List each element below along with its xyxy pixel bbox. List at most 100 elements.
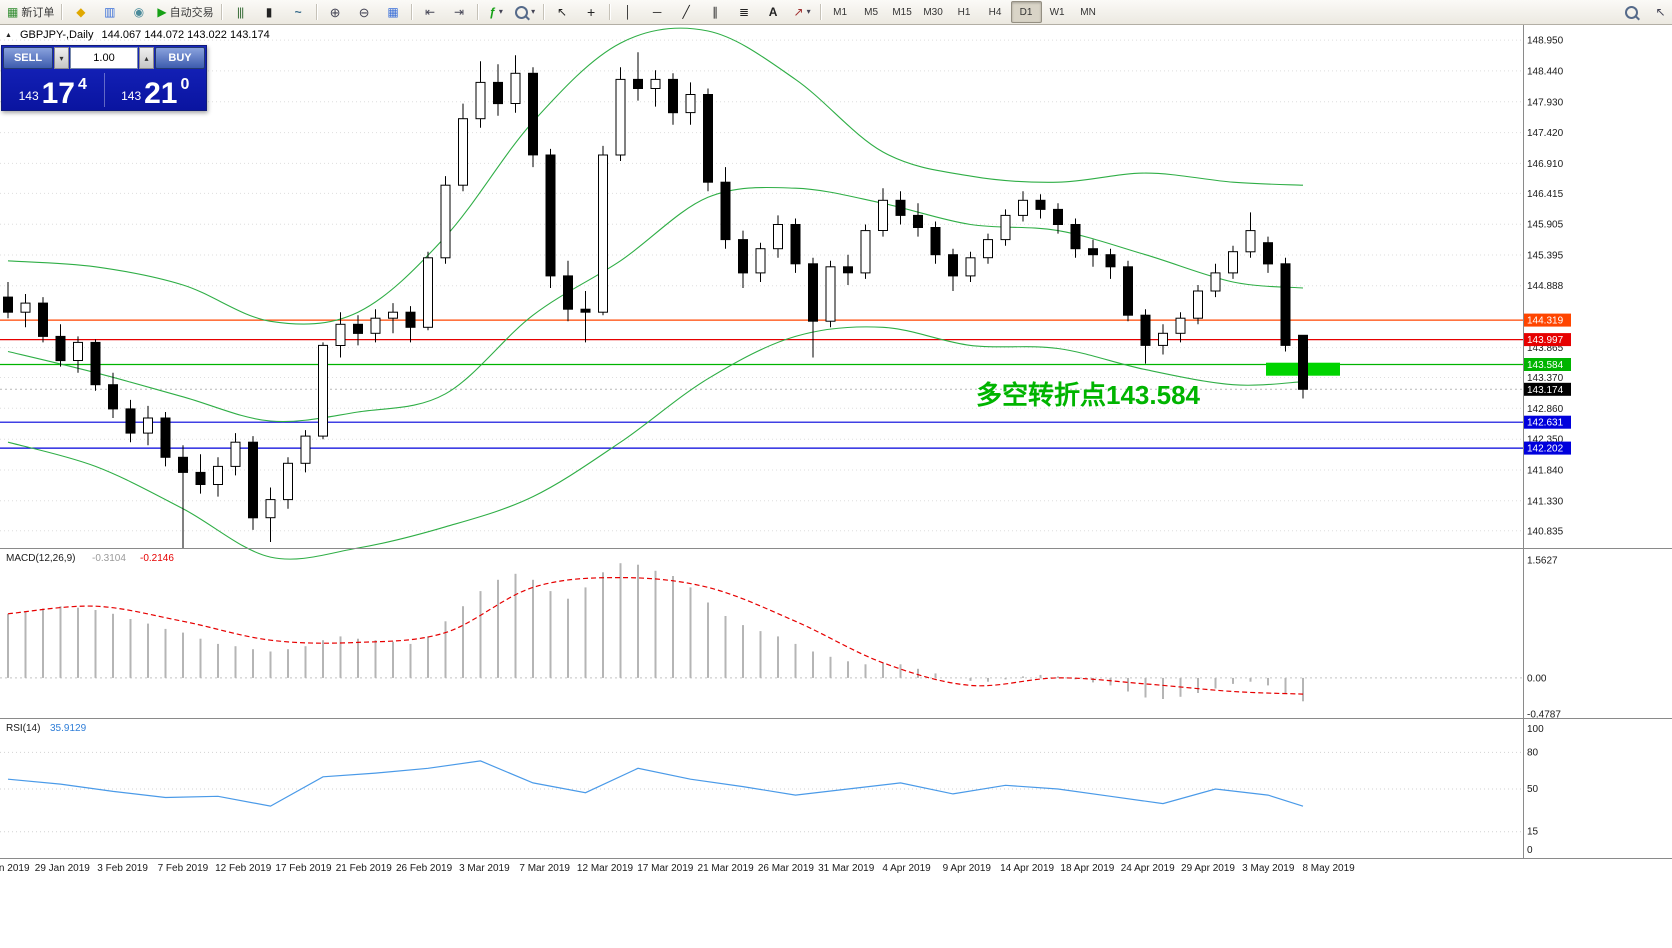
toolbar-separator	[542, 4, 545, 20]
trade-panel-prices: 143 17 4 143 21 0	[2, 70, 206, 110]
new-order-label: 新订单	[21, 7, 55, 19]
svg-text:147.420: 147.420	[1527, 128, 1564, 139]
timeframe-button-m30[interactable]: M30	[923, 6, 943, 18]
svg-text:147.930: 147.930	[1527, 97, 1564, 108]
toolbar: ▦ 新订单 ◆ ▥ ◉ ▶ 自动交易 ||| ▮ ~ ⊕ ⊖ ▦ ⇤ ⇥ ƒ ▾…	[0, 0, 1672, 25]
svg-text:14 Apr 2019: 14 Apr 2019	[1000, 863, 1054, 874]
tile-windows-icon: ▦	[387, 5, 399, 19]
channel-button[interactable]: ∥	[701, 1, 730, 23]
toolbar-separator	[476, 4, 479, 20]
svg-text:24 Apr 2019: 24 Apr 2019	[1121, 863, 1175, 874]
svg-text:100: 100	[1527, 724, 1544, 735]
line-chart-button[interactable]: ~	[284, 1, 313, 23]
data-window-button[interactable]: ◉	[124, 1, 153, 23]
timeframe-button-m5[interactable]: M5	[864, 6, 879, 18]
svg-text:8 May 2019: 8 May 2019	[1302, 863, 1355, 874]
candlestick-icon: ▮	[265, 5, 273, 19]
rsi-label: RSI(14)	[6, 723, 40, 734]
svg-text:3 May 2019: 3 May 2019	[1242, 863, 1295, 874]
svg-text:26 Feb 2019: 26 Feb 2019	[396, 863, 453, 874]
periods-dropdown-button[interactable]: ▾	[511, 1, 540, 23]
macd-value-2: -0.2146	[140, 553, 174, 564]
zoom-out-button[interactable]: ⊖	[350, 1, 379, 23]
svg-text:142.350: 142.350	[1527, 435, 1564, 446]
svg-text:21 Feb 2019: 21 Feb 2019	[336, 863, 393, 874]
buy-price[interactable]: 143 21 0	[105, 70, 207, 110]
volume-increase-button[interactable]: ▴	[139, 47, 154, 69]
svg-text:141.840: 141.840	[1527, 466, 1564, 477]
pointer-button[interactable]: ↖	[1646, 1, 1672, 23]
bollinger-lower-band[interactable]	[7, 326, 1304, 560]
svg-text:1.5627: 1.5627	[1527, 556, 1558, 567]
zoom-in-button[interactable]: ⊕	[321, 1, 350, 23]
buy-button[interactable]: BUY	[155, 47, 205, 69]
autotrading-button[interactable]: ▶ 自动交易	[153, 1, 217, 23]
price-tag-143.174	[1524, 382, 1571, 396]
sell-button[interactable]: SELL	[3, 47, 53, 69]
volume-input[interactable]: 1.00	[70, 47, 138, 69]
price-tag-142.631	[1524, 415, 1571, 429]
timeframe-button-w1[interactable]: W1	[1049, 6, 1065, 18]
timeframe-button-h1[interactable]: H1	[957, 6, 971, 18]
bar-chart-button[interactable]: |||	[226, 1, 255, 23]
indicators-button[interactable]: ƒ ▾	[482, 1, 511, 23]
cursor-button[interactable]: ↖	[548, 1, 577, 23]
chart-ohlc: 144.067 144.072 143.022 143.174	[101, 29, 270, 41]
timeframe-button-m15[interactable]: M15	[892, 6, 912, 18]
toolbar-separator	[608, 4, 611, 20]
bollinger-middle-band[interactable]	[7, 186, 1304, 423]
periods-icon	[515, 5, 529, 19]
svg-text:9 Apr 2019: 9 Apr 2019	[943, 863, 992, 874]
svg-text:142.860: 142.860	[1527, 404, 1564, 415]
sell-price[interactable]: 143 17 4	[2, 70, 104, 110]
timeframe-button-h4[interactable]: H4	[988, 6, 1002, 18]
search-button[interactable]	[1617, 1, 1646, 23]
turning-point-annotation[interactable]: 多空转折点143.584	[976, 380, 1201, 410]
bollinger-upper-band[interactable]	[7, 27, 1304, 325]
new-order-button[interactable]: ▦ 新订单	[3, 1, 58, 23]
metaeditor-button[interactable]: ◆	[66, 1, 95, 23]
trendline-button[interactable]: ╱	[672, 1, 701, 23]
svg-text:148.440: 148.440	[1527, 66, 1564, 77]
arrows-tool-button[interactable]: ↗ ▾	[788, 1, 817, 23]
crosshair-button[interactable]: +	[577, 1, 606, 23]
svg-text:143.174: 143.174	[1527, 385, 1564, 396]
svg-text:143.584: 143.584	[1527, 360, 1564, 371]
timeframe-button-m1[interactable]: M1	[833, 6, 848, 18]
svg-text:12 Mar 2019: 12 Mar 2019	[577, 863, 634, 874]
price-divider	[103, 73, 105, 107]
chart-shift-button[interactable]: ⇥	[445, 1, 474, 23]
price-axis[interactable]: 148.950 148.440 147.930 147.420 146.910 146.4…	[1523, 24, 1572, 858]
svg-text:15: 15	[1527, 827, 1539, 838]
text-tool-button[interactable]: A	[759, 1, 788, 23]
svg-text:29 Jan 2019: 29 Jan 2019	[35, 863, 90, 874]
chart-shift-icon: ⇥	[454, 5, 465, 19]
price-tag-144.319	[1524, 313, 1571, 327]
horizontal-line-button[interactable]: ─	[643, 1, 672, 23]
horizontal-level-lines[interactable]	[0, 319, 1523, 449]
toolbar-separator	[819, 4, 822, 20]
tile-windows-button[interactable]: ▦	[379, 1, 408, 23]
volume-decrease-button[interactable]: ▾	[54, 47, 69, 69]
market-watch-button[interactable]: ▥	[95, 1, 124, 23]
timeframe-button-d1[interactable]: D1	[1010, 1, 1042, 23]
auto-scroll-button[interactable]: ⇤	[416, 1, 445, 23]
buy-price-prefix: 143	[121, 89, 142, 103]
text-tool-icon: A	[768, 5, 778, 19]
vertical-line-button[interactable]: │	[614, 1, 643, 23]
crosshair-icon: +	[586, 4, 596, 20]
fibonacci-button[interactable]: ≣	[730, 1, 759, 23]
candlestick-chart-button[interactable]: ▮	[255, 1, 284, 23]
svg-text:0: 0	[1527, 845, 1533, 856]
vertical-line-icon: │	[624, 5, 632, 19]
collapse-arrow-icon[interactable]: ▲	[5, 31, 12, 39]
trade-panel-controls: SELL ▾ 1.00 ▴ BUY	[2, 46, 206, 70]
timeframe-button-mn[interactable]: MN	[1080, 6, 1096, 18]
chevron-down-icon: ▾	[806, 7, 811, 16]
chevron-down-icon: ▾	[498, 7, 503, 16]
chevron-down-icon: ▾	[531, 7, 536, 16]
date-axis[interactable]: 24 Jan 2019 29 Jan 2019 3 Feb 2019 7 Feb 20…	[0, 863, 1355, 874]
zoom-out-icon: ⊖	[358, 4, 370, 20]
